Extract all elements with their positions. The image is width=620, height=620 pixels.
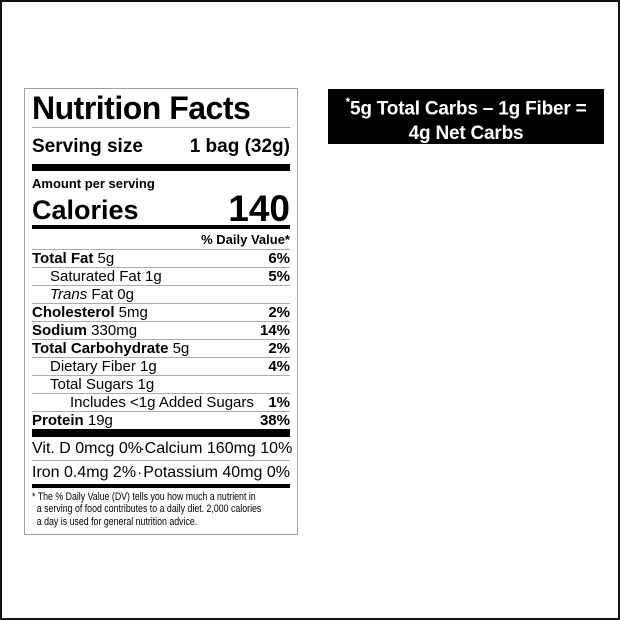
footnote: * The % Daily Value (DV) tells you how m… (32, 488, 290, 532)
separator-dot: · (140, 440, 145, 456)
daily-value-percent: 4% (268, 358, 290, 375)
medium-divider-bar (32, 484, 290, 488)
callout-line-1: *5g Total Carbs – 1g Fiber = (345, 95, 587, 120)
nutrient-row: Includes <1g Added Sugars 1% (32, 394, 290, 412)
calories-row: Calories 140 (32, 188, 290, 229)
nutrient-name: Protein 19g (32, 412, 113, 429)
nutrient-row: Sodium 330mg 14% (32, 322, 290, 340)
calories-label: Calories (32, 195, 139, 225)
nutrient-row: Total Sugars 1g (32, 376, 290, 394)
micronutrient-right: Potassium 40mg 0% (143, 464, 290, 481)
serving-size-value: 1 bag (32g) (189, 136, 290, 157)
nutrient-rows: Total Fat 5g 6% Saturated Fat 1g 5% Trans Fa… (32, 250, 290, 429)
micronutrient-row: Vit. D 0mcg 0% · Calcium 160mg 10% (32, 437, 293, 460)
nutrient-row: Protein 19g 38% (32, 412, 290, 429)
nutrient-row: Dietary Fiber 1g 4% (32, 358, 290, 376)
nutrient-name: Includes <1g Added Sugars (70, 394, 254, 411)
nutrient-row: Cholesterol 5mg 2% (32, 304, 290, 322)
nutrient-name: Trans Fat 0g (50, 286, 134, 303)
label-title: Nutrition Facts (32, 89, 290, 128)
micronutrient-right: Calcium 160mg 10% (144, 440, 293, 457)
nutrient-row: Total Carbohydrate 5g 2% (32, 340, 290, 358)
thick-divider-bar (32, 164, 290, 171)
daily-value-percent: 14% (259, 322, 290, 339)
serving-size-row: Serving size 1 bag (32g) (32, 128, 290, 164)
serving-size-label: Serving size (32, 136, 143, 157)
micronutrient-left: Iron 0.4mg 2% (32, 464, 137, 481)
nutrient-name: Dietary Fiber 1g (50, 358, 157, 375)
nutrient-row: Total Fat 5g 6% (32, 250, 290, 268)
net-carbs-callout: *5g Total Carbs – 1g Fiber = 4g Net Carb… (328, 89, 604, 144)
nutrient-row: Saturated Fat 1g 5% (32, 268, 290, 286)
nutrient-name: Total Sugars 1g (50, 376, 155, 393)
nutrition-facts-label: Nutrition Facts Serving size 1 bag (32g)… (24, 88, 298, 535)
separator-dot: · (137, 464, 142, 480)
daily-value-percent: 6% (268, 250, 290, 267)
daily-value-percent: 38% (259, 412, 290, 429)
nutrient-name: Total Carbohydrate 5g (32, 340, 190, 357)
nutrient-name: Sodium 330mg (32, 322, 138, 339)
nutrient-row: Trans Fat 0g (32, 286, 290, 304)
calories-value: 140 (228, 188, 290, 229)
micronutrient-row: Iron 0.4mg 2% · Potassium 40mg 0% (32, 460, 290, 484)
daily-value-percent: 2% (268, 340, 290, 357)
micronutrient-rows: Vit. D 0mcg 0% · Calcium 160mg 10% Iron 0.4… (32, 437, 293, 484)
thick-divider-bar (32, 429, 290, 437)
footnote-line: * The % Daily Value (DV) tells you how m… (32, 491, 256, 503)
nutrient-name: Saturated Fat 1g (50, 268, 162, 285)
nutrient-name: Total Fat 5g (32, 250, 115, 267)
micronutrient-left: Vit. D 0mcg 0% (32, 440, 142, 457)
daily-value-percent: 1% (268, 394, 290, 411)
footnote-line: a serving of food contributes to a daily… (36, 503, 262, 516)
nutrient-name: Cholesterol 5mg (32, 304, 148, 321)
daily-value-percent: 2% (268, 304, 290, 321)
daily-value-header: % Daily Value* (32, 229, 290, 250)
callout-line-2: 4g Net Carbs (408, 123, 524, 145)
medium-divider-bar (32, 225, 290, 229)
daily-value-percent: 5% (268, 268, 290, 285)
callout-asterisk: * (345, 95, 350, 109)
footnote-line: a day is used for general nutrition advi… (36, 515, 198, 528)
amount-per-serving-label: Amount per serving (32, 176, 155, 191)
